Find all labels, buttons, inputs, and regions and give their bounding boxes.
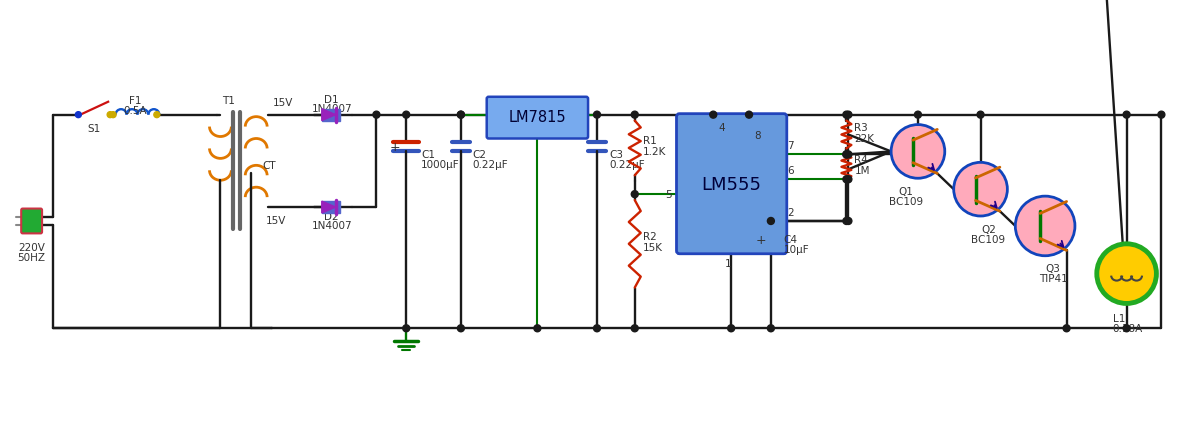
Circle shape (953, 163, 1007, 217)
Bar (322, 109, 340, 122)
Circle shape (457, 325, 464, 332)
Text: L1: L1 (1112, 314, 1125, 324)
Circle shape (768, 218, 774, 225)
Circle shape (593, 112, 600, 119)
Circle shape (768, 325, 774, 332)
Text: 22K: 22K (854, 133, 874, 143)
Text: F1: F1 (129, 95, 141, 105)
Circle shape (154, 112, 160, 118)
Text: D1: D1 (324, 95, 338, 105)
Text: R1: R1 (642, 136, 657, 146)
Text: R3: R3 (854, 122, 868, 132)
Text: 1N4007: 1N4007 (311, 220, 352, 230)
FancyBboxPatch shape (22, 209, 42, 234)
Circle shape (1097, 244, 1157, 304)
Text: 0.22μF: 0.22μF (609, 160, 645, 170)
Text: Q1: Q1 (898, 187, 914, 197)
Text: 15V: 15V (266, 216, 286, 225)
Text: 6: 6 (787, 166, 793, 176)
Circle shape (843, 218, 850, 225)
Text: CT: CT (262, 161, 276, 171)
Circle shape (709, 112, 716, 119)
Circle shape (844, 176, 852, 183)
Circle shape (1063, 325, 1070, 332)
Circle shape (457, 112, 464, 119)
Text: 4: 4 (719, 122, 725, 132)
Text: 2: 2 (787, 207, 793, 217)
FancyBboxPatch shape (487, 98, 588, 139)
Text: 10μF: 10μF (783, 244, 810, 254)
Text: 8: 8 (753, 130, 761, 140)
Text: 0.5A: 0.5A (123, 105, 147, 115)
Text: 1.2K: 1.2K (642, 147, 666, 157)
Text: TIP41: TIP41 (1038, 273, 1068, 283)
Circle shape (843, 151, 850, 158)
Circle shape (843, 176, 850, 183)
Circle shape (373, 112, 380, 119)
Text: D2: D2 (324, 211, 338, 221)
Circle shape (533, 325, 541, 332)
Circle shape (1123, 112, 1130, 119)
Circle shape (1158, 112, 1165, 119)
Circle shape (631, 325, 639, 332)
Text: 15K: 15K (642, 242, 663, 252)
Text: 15V: 15V (273, 98, 293, 108)
Circle shape (1123, 325, 1130, 332)
Circle shape (403, 112, 410, 119)
Circle shape (75, 112, 81, 118)
Circle shape (727, 325, 734, 332)
Text: 220V: 220V (18, 242, 45, 252)
Circle shape (593, 325, 600, 332)
Text: Q2: Q2 (981, 224, 996, 234)
Circle shape (915, 112, 921, 119)
Circle shape (110, 112, 116, 118)
Text: LM555: LM555 (702, 175, 762, 193)
Text: 1N4007: 1N4007 (311, 103, 352, 113)
Circle shape (457, 112, 464, 119)
Text: 1000μF: 1000μF (421, 160, 459, 170)
Text: R2: R2 (642, 231, 657, 241)
Circle shape (844, 112, 852, 119)
Text: 5: 5 (665, 190, 671, 200)
Circle shape (977, 112, 984, 119)
Circle shape (631, 191, 639, 198)
Text: LM7815: LM7815 (508, 110, 566, 125)
Circle shape (1015, 197, 1075, 256)
Circle shape (844, 218, 852, 225)
Circle shape (891, 125, 945, 179)
Polygon shape (322, 202, 336, 214)
FancyBboxPatch shape (677, 115, 787, 254)
Bar (322, 202, 340, 214)
Circle shape (403, 325, 410, 332)
Circle shape (843, 151, 850, 158)
Text: Q3: Q3 (1045, 263, 1061, 273)
Text: 1: 1 (725, 258, 732, 268)
Circle shape (108, 112, 114, 118)
Text: 0.18A: 0.18A (1112, 323, 1143, 333)
Text: +: + (756, 234, 765, 247)
Circle shape (745, 112, 752, 119)
Text: R4: R4 (854, 155, 868, 164)
Text: 50HZ: 50HZ (18, 252, 45, 262)
Text: +: + (390, 141, 401, 154)
Text: 1M: 1M (854, 165, 869, 175)
Circle shape (631, 112, 639, 119)
Polygon shape (322, 109, 336, 122)
Text: BC109: BC109 (971, 234, 1006, 244)
Circle shape (843, 112, 850, 119)
Text: C2: C2 (472, 150, 487, 160)
Text: 0.22μF: 0.22μF (472, 160, 508, 170)
Text: T1: T1 (222, 95, 234, 105)
Text: S1: S1 (87, 123, 100, 133)
Text: 7: 7 (787, 141, 793, 151)
Circle shape (844, 151, 852, 158)
Text: BC109: BC109 (889, 197, 923, 207)
Text: C3: C3 (609, 150, 623, 160)
Text: C1: C1 (421, 150, 435, 160)
Text: C4: C4 (783, 234, 798, 244)
